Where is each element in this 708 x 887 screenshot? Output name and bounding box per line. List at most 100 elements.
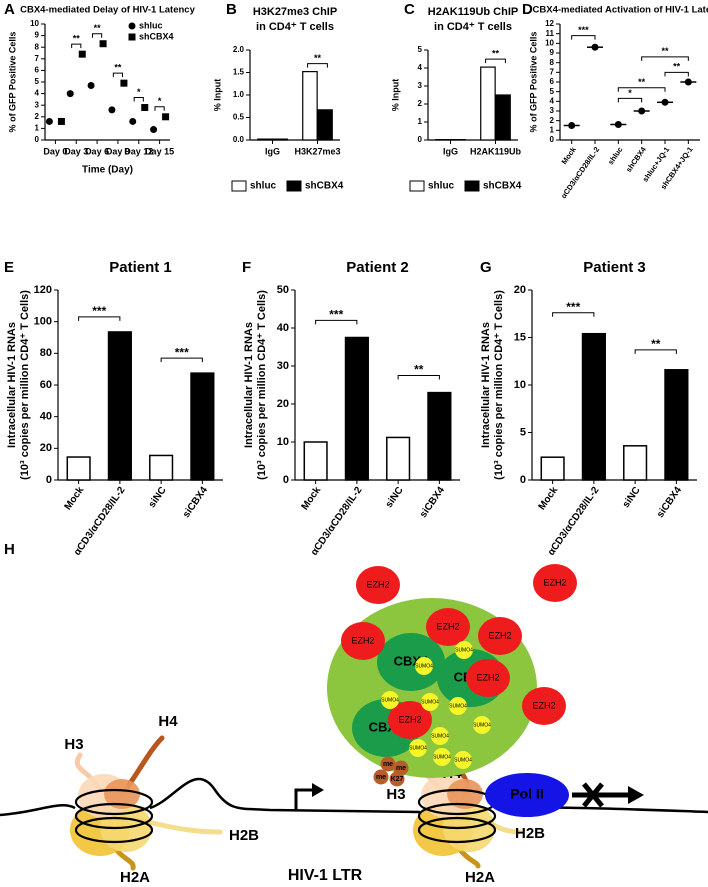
significance-label: *** — [175, 345, 189, 359]
bar — [581, 332, 606, 481]
legend-label: shCBX4 — [139, 31, 174, 41]
panel-letter: F — [242, 259, 251, 276]
y-axis-label: % Input — [390, 79, 400, 112]
histone-label: H2A — [465, 869, 495, 886]
ezh2 — [388, 701, 432, 739]
significance-label: ** — [661, 46, 669, 56]
sumo4 — [433, 748, 451, 766]
y-tick-label: 20 — [277, 398, 289, 410]
bar — [257, 138, 273, 141]
chart-title: Patient 2 — [346, 259, 409, 276]
ezh2 — [466, 659, 510, 697]
dna-wrap — [417, 816, 497, 844]
ezh2 — [341, 622, 385, 660]
significance-bracket — [634, 349, 677, 354]
panel-letter: G — [480, 259, 492, 276]
panel-letter: C — [404, 1, 415, 18]
sumo4 — [415, 657, 433, 675]
legend-label: shluc — [139, 20, 163, 30]
bar — [480, 66, 496, 141]
y-tick-label: 3 — [35, 100, 40, 109]
bar — [540, 456, 565, 481]
methyl-label: K27 — [391, 776, 404, 783]
significance-label: * — [158, 96, 162, 106]
significance-label: ** — [673, 62, 681, 72]
point — [661, 98, 669, 106]
ezh2-label: EZH2 — [436, 621, 459, 631]
y-tick-label: 10 — [545, 38, 554, 47]
sumo4 — [454, 751, 472, 769]
significance-label: *** — [92, 304, 106, 318]
y-tick-label: 120 — [34, 284, 52, 296]
methyl-mark — [389, 771, 405, 787]
y-tick-label: 9 — [550, 48, 555, 57]
significance-bracket — [571, 35, 596, 40]
histone-label: H2A — [120, 869, 150, 886]
x-tick-label: Mock — [537, 485, 561, 513]
panel-letter: H — [4, 541, 15, 558]
y-tick-label: 0.0 — [233, 135, 245, 144]
y-tick-label: 2 — [550, 116, 555, 125]
y-tick-label: 20 — [40, 442, 52, 454]
point — [108, 106, 116, 114]
significance-label: ** — [114, 63, 122, 73]
methyl-label: me — [383, 761, 393, 768]
y-tick-label: 2 — [35, 112, 40, 121]
ezh2-label: EZH2 — [532, 700, 555, 710]
y-tick-label: 80 — [40, 347, 52, 359]
legend-label: shCBX4 — [483, 181, 522, 192]
chart-title: CBX4-mediated Activation of HIV-1 Latenc… — [533, 5, 708, 16]
x-tick-label: Day 3 — [64, 146, 88, 156]
histone-label: H3 — [64, 736, 83, 753]
y-tick-label: 1 — [418, 117, 423, 126]
bar — [272, 138, 288, 141]
dna-wrap — [74, 788, 154, 816]
y-tick-label: 3 — [550, 106, 555, 115]
y-tick-label: 12 — [545, 19, 554, 28]
x-tick-label: siCBX4 — [181, 485, 210, 520]
x-tick-label: H3K27me3 — [294, 146, 340, 156]
y-tick-label: 4 — [35, 89, 40, 98]
bar — [495, 94, 511, 141]
y-tick-label: 5 — [550, 87, 555, 96]
bar — [66, 456, 91, 481]
ezh2-label: EZH2 — [398, 714, 421, 724]
point — [614, 121, 622, 129]
y-tick-label: 8 — [35, 42, 40, 51]
y-tick-label: 1 — [550, 125, 555, 134]
chart-title: Patient 3 — [583, 259, 646, 276]
chart-title: Patient 1 — [109, 259, 172, 276]
y-axis-label: (10³ copies per million CD4⁺ T Cells) — [493, 290, 505, 480]
point — [45, 117, 53, 125]
significance-bracket — [160, 357, 203, 363]
y-tick-label: 0 — [46, 474, 52, 486]
chart-title: H2AK119Ub ChIP — [428, 6, 518, 18]
x-tick-label: siNC — [147, 485, 169, 510]
y-tick-label: 20 — [514, 284, 526, 296]
significance-bracket — [133, 97, 144, 102]
y-tick-label: 0 — [418, 135, 423, 144]
bar — [190, 372, 215, 481]
pol-ii — [485, 773, 569, 817]
bar — [303, 441, 328, 481]
legend-swatch — [286, 180, 302, 192]
sumo4 — [449, 697, 467, 715]
chart-title: CBX4-mediated Delay of HIV-1 Latency — [20, 5, 195, 16]
y-tick-label: 0.5 — [233, 113, 245, 122]
significance-label: *** — [578, 25, 589, 35]
ezh2-label: EZH2 — [351, 635, 374, 645]
histone — [447, 779, 483, 809]
panel-letter: B — [226, 1, 237, 18]
sumo4-label: SUMO4 — [409, 745, 427, 751]
significance-label: ** — [651, 337, 661, 351]
x-tick-label: Day 6 — [85, 146, 109, 156]
significance-label: * — [628, 88, 632, 98]
point — [591, 43, 599, 51]
legend-swatch — [409, 180, 425, 192]
bar — [427, 391, 452, 481]
significance-bracket — [552, 312, 595, 317]
bar — [302, 70, 318, 141]
y-axis-label: Intracellular HIV-1 RNAs — [243, 322, 255, 448]
y-axis-label: % of GFP Positive Cells — [528, 32, 538, 133]
x-tick-label: shCBX4 — [624, 144, 648, 173]
